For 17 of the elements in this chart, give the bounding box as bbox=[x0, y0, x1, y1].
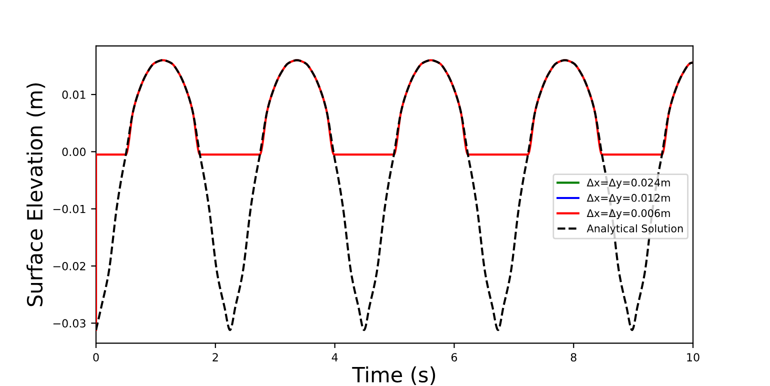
x-tick-label: 8 bbox=[570, 353, 576, 362]
y-tick-label: −0.01 bbox=[53, 204, 86, 214]
x-axis-title: Time (s) bbox=[352, 366, 436, 385]
y-tick-label: 0.00 bbox=[62, 148, 86, 156]
x-tick-label: 4 bbox=[332, 353, 338, 362]
y-axis-title: Surface Elevation (m) bbox=[26, 83, 46, 306]
legend-label: Δx=Δy=0.006m bbox=[586, 209, 670, 220]
x-tick-label: 6 bbox=[451, 353, 458, 362]
legend-label: Δx=Δy=0.012m bbox=[586, 194, 670, 204]
x-tick-label: 10 bbox=[687, 353, 700, 362]
legend-label: Analytical Solution bbox=[586, 224, 683, 234]
y-tick-label: −0.03 bbox=[53, 319, 86, 328]
y-tick-label: −0.02 bbox=[53, 262, 86, 270]
x-tick-label: 0 bbox=[93, 353, 99, 362]
y-tick-label: 0.01 bbox=[62, 90, 86, 99]
x-tick-label: 2 bbox=[212, 353, 218, 362]
legend-label: Δx=Δy=0.024m bbox=[586, 178, 670, 189]
